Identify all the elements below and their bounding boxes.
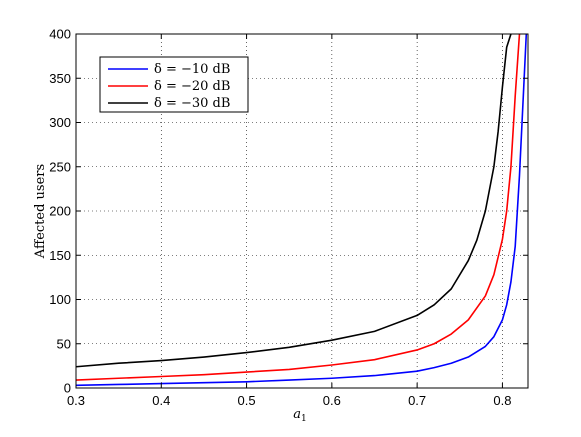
y-tick-label: 350 (49, 71, 71, 86)
y-tick-label: 150 (49, 248, 71, 263)
x-tick-label: 0.8 (493, 393, 511, 408)
x-tick-label: 0.4 (152, 393, 170, 408)
x-tick-label: 0.3 (67, 393, 85, 408)
y-tick-label: 200 (49, 204, 71, 219)
y-tick-label: 250 (49, 159, 71, 174)
y-tick-label: 0 (64, 381, 71, 396)
grid (76, 34, 528, 388)
x-tick-label: 0.7 (408, 393, 426, 408)
y-axis-label: Affected users (33, 164, 48, 259)
x-axis-label-subscript: 1 (301, 414, 307, 424)
x-axis-label: a1 (293, 407, 307, 424)
ticks: 0.3 0.4 0.5 0.6 0.7 0.8 0 50 100 150 200 250 300 350 4… (49, 27, 528, 408)
legend-entry-30db: δ = −30 dB (154, 96, 230, 111)
x-tick-label: 0.6 (323, 393, 341, 408)
series-layer (75, 33, 528, 387)
legend-entry-20db: δ = −20 dB (154, 79, 230, 94)
y-tick-label: 300 (49, 115, 71, 130)
series-line-2 (75, 33, 521, 381)
y-tick-label: 400 (49, 27, 71, 42)
y-tick-label: 100 (49, 292, 71, 307)
x-tick-label: 0.5 (238, 393, 256, 408)
series-line-3 (75, 33, 512, 368)
y-tick-label: 50 (57, 336, 71, 351)
legend-entry-10db: δ = −10 dB (154, 62, 230, 77)
series-line-1 (75, 33, 528, 387)
legend: δ = −10 dB δ = −20 dB δ = −30 dB (99, 56, 249, 113)
